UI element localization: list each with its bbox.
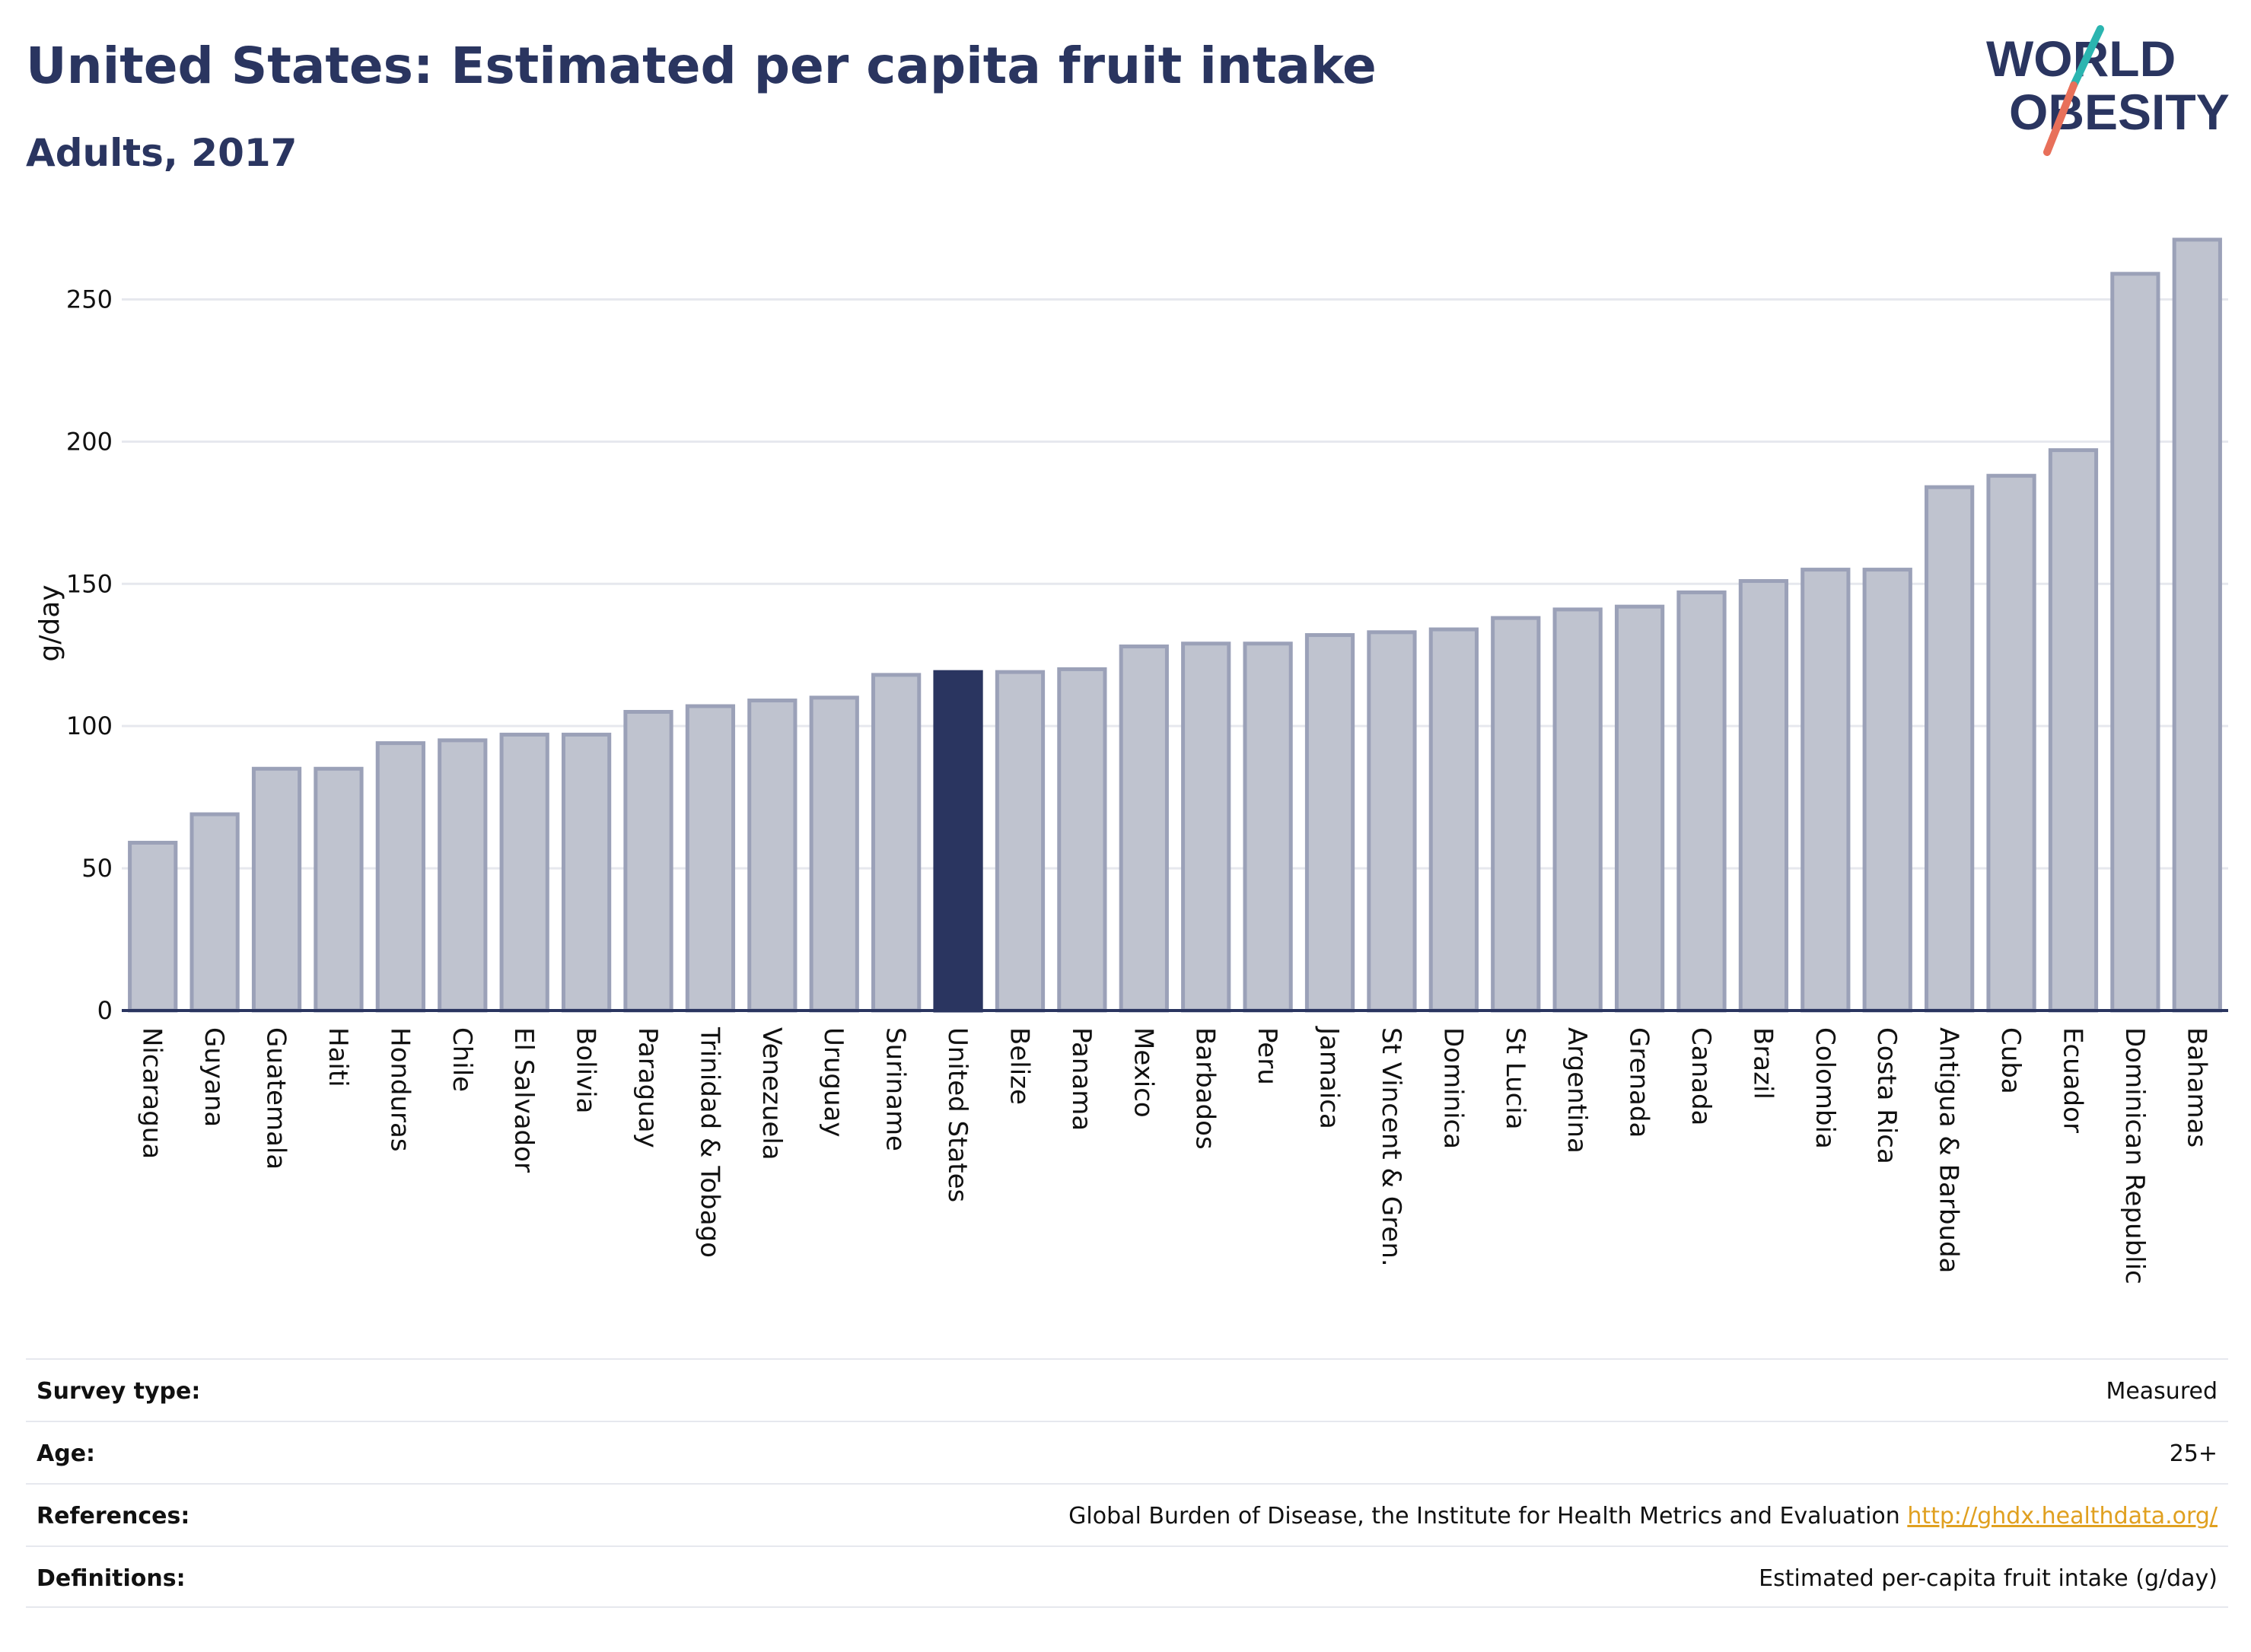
bar bbox=[375, 741, 425, 1013]
bar bbox=[685, 704, 736, 1013]
bar bbox=[251, 766, 302, 1013]
x-tick-label: Ecuador bbox=[2057, 1027, 2087, 1133]
x-tick-label: Dominica bbox=[1438, 1027, 1468, 1149]
y-tick-label: 200 bbox=[66, 427, 113, 456]
x-tick-label: Haiti bbox=[323, 1027, 353, 1087]
x-tick-label: Suriname bbox=[880, 1027, 911, 1151]
x-tick-label: Paraguay bbox=[632, 1027, 663, 1148]
bar bbox=[1057, 667, 1107, 1013]
y-tick-label: 0 bbox=[97, 996, 113, 1025]
y-tick-label: 250 bbox=[66, 285, 113, 314]
bar bbox=[1738, 579, 1789, 1013]
references-text: Global Burden of Disease, the Institute … bbox=[1068, 1503, 1908, 1529]
bar bbox=[438, 738, 488, 1013]
x-tick-label: Dominican Republic bbox=[2119, 1027, 2150, 1284]
references-label: References: bbox=[37, 1503, 190, 1529]
bar-highlight bbox=[933, 670, 983, 1013]
bar bbox=[1491, 616, 1541, 1013]
x-tick-label: Antigua & Barbuda bbox=[1934, 1027, 1964, 1273]
x-tick-label: Nicaragua bbox=[137, 1027, 167, 1159]
age-label: Age: bbox=[37, 1440, 96, 1467]
x-tick-label: Trinidad & Tobago bbox=[694, 1027, 724, 1258]
bar bbox=[561, 732, 612, 1013]
x-tick-label: United States bbox=[942, 1027, 973, 1202]
x-tick-label: Jamaica bbox=[1314, 1026, 1345, 1129]
x-tick-label: Canada bbox=[1686, 1027, 1716, 1125]
bar bbox=[2172, 237, 2222, 1013]
definitions-value: Estimated per-capita fruit intake (g/day… bbox=[1759, 1565, 2218, 1592]
bar bbox=[1614, 604, 1665, 1013]
bar bbox=[747, 699, 798, 1013]
bar bbox=[1800, 568, 1851, 1013]
x-tick-label: Peru bbox=[1252, 1027, 1282, 1085]
bar bbox=[1552, 607, 1603, 1013]
x-tick-label: Honduras bbox=[384, 1027, 415, 1152]
x-tick-label: Bolivia bbox=[571, 1027, 601, 1113]
references-link[interactable]: http://ghdx.healthdata.org/ bbox=[1907, 1503, 2218, 1529]
bar bbox=[189, 812, 240, 1013]
bar bbox=[1676, 590, 1727, 1013]
bar bbox=[1986, 473, 2036, 1013]
bar bbox=[1925, 485, 1975, 1013]
x-tick-label: Grenada bbox=[1624, 1027, 1654, 1138]
meta-row-age: Age: 25+ bbox=[26, 1421, 2228, 1483]
x-tick-label: Uruguay bbox=[818, 1027, 849, 1138]
bar bbox=[1119, 645, 1169, 1013]
bar bbox=[809, 695, 859, 1013]
references-value: Global Burden of Disease, the Institute … bbox=[1068, 1503, 2218, 1529]
x-tick-label: Chile bbox=[447, 1027, 477, 1092]
x-tick-label: Brazil bbox=[1747, 1027, 1778, 1100]
x-tick-label: St Lucia bbox=[1500, 1027, 1530, 1130]
y-tick-label: 150 bbox=[66, 569, 113, 598]
definitions-label: Definitions: bbox=[37, 1565, 186, 1592]
logo-slash-bottom bbox=[2043, 81, 2077, 156]
meta-row-definitions: Definitions: Estimated per-capita fruit … bbox=[26, 1545, 2228, 1608]
survey-type-label: Survey type: bbox=[37, 1378, 201, 1405]
x-tick-label: Belize bbox=[1004, 1027, 1034, 1105]
x-tick-label: Barbados bbox=[1190, 1027, 1221, 1150]
logo-slash-top bbox=[2070, 25, 2104, 89]
meta-row-references: References: Global Burden of Disease, th… bbox=[26, 1483, 2228, 1545]
chart-subtitle: Adults, 2017 bbox=[26, 131, 298, 175]
x-tick-label: Argentina bbox=[1562, 1027, 1592, 1154]
x-tick-label: St Vincent & Gren. bbox=[1376, 1027, 1406, 1267]
x-tick-label: Cuba bbox=[1995, 1027, 2026, 1094]
bar bbox=[1243, 641, 1293, 1013]
survey-type-value: Measured bbox=[2106, 1378, 2218, 1405]
bar-chart: 0 50 100 150 200 250 g/day Nicaragua Guyana Guate… bbox=[34, 237, 2228, 1284]
bar bbox=[1428, 627, 1479, 1013]
meta-row-survey-type: Survey type: Measured bbox=[26, 1358, 2228, 1421]
age-value: 25+ bbox=[2169, 1440, 2218, 1467]
x-tick-label: Venezuela bbox=[756, 1027, 787, 1160]
y-axis-label: g/day bbox=[34, 584, 65, 661]
metadata-table: Survey type: Measured Age: 25+ Reference… bbox=[26, 1358, 2228, 1608]
bar bbox=[995, 670, 1046, 1013]
bar bbox=[2110, 272, 2160, 1013]
x-tick-label: Colombia bbox=[1810, 1027, 1840, 1149]
world-obesity-logo: WORLD OBESITY bbox=[1986, 25, 2230, 156]
bar bbox=[128, 840, 178, 1013]
logo-line-2: OBESITY bbox=[2009, 84, 2230, 140]
y-tick-label: 100 bbox=[66, 711, 113, 740]
bar bbox=[1862, 568, 1912, 1013]
x-tick-label: El Salvador bbox=[508, 1027, 539, 1173]
bar bbox=[2048, 448, 2099, 1013]
x-tick-label: Costa Rica bbox=[1871, 1027, 1902, 1164]
bar bbox=[1304, 633, 1355, 1013]
x-tick-label: Guatemala bbox=[261, 1027, 291, 1170]
x-tick-label: Bahamas bbox=[2181, 1027, 2211, 1147]
bar bbox=[314, 766, 364, 1013]
bar bbox=[623, 709, 673, 1013]
bar bbox=[871, 673, 922, 1013]
bar bbox=[1367, 630, 1417, 1013]
chart-title: United States: Estimated per capita frui… bbox=[26, 37, 1377, 95]
x-tick-label: Panama bbox=[1066, 1027, 1097, 1131]
y-tick-label: 50 bbox=[81, 854, 113, 883]
bar bbox=[1181, 641, 1231, 1013]
x-tick-label: Mexico bbox=[1128, 1027, 1158, 1118]
bar bbox=[499, 732, 549, 1013]
x-tick-label: Guyana bbox=[199, 1027, 229, 1127]
